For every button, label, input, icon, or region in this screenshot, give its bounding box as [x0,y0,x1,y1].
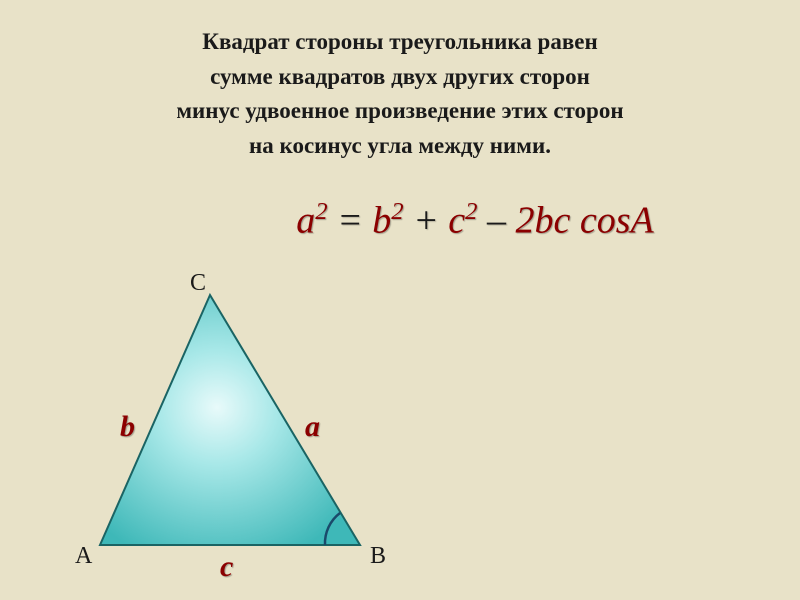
formula-c: c [448,200,465,242]
formula-plus: + [413,200,448,242]
formula-b-sq: 2 [391,198,403,225]
title-line-4: на косинус угла между ними. [60,129,740,164]
theorem-title: Квадрат стороны треугольника равен сумме… [0,0,800,163]
formula-eq: = [337,200,372,242]
formula-b: b [372,200,391,242]
formula-bc-cos: bc cosA [534,200,653,242]
formula-a: a [296,200,315,242]
cosine-law-formula: a2 = b2 + c2 – 2bc cosA [0,198,800,243]
title-line-1: Квадрат стороны треугольника равен [60,25,740,60]
side-label-b: b [120,410,135,444]
formula-two: 2 [515,200,534,242]
formula-c-sq: 2 [465,198,477,225]
formula-minus: – [487,200,516,242]
triangle-diagram: A B C a b c [80,275,440,585]
side-label-a: a [305,410,320,444]
formula-a-sq: 2 [315,198,327,225]
vertex-label-B: B [370,543,386,570]
title-line-3: минус удвоенное произведение этих сторон [60,94,740,129]
vertex-label-C: C [190,270,206,297]
title-line-2: сумме квадратов двух других сторон [60,60,740,95]
vertex-label-A: A [75,543,92,570]
side-label-c: c [220,550,233,584]
triangle-shape [100,295,360,545]
